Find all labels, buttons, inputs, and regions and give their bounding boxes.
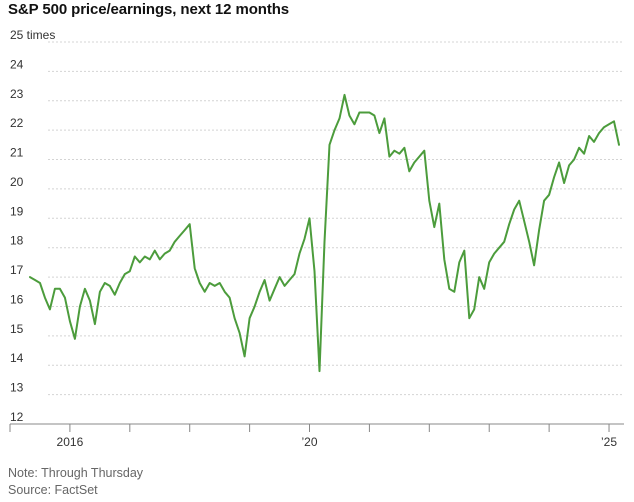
x-tick-label: ’20 — [302, 435, 318, 449]
x-axis-labels: 2016 ’20 ’25 — [57, 435, 618, 449]
chart-source: Source: FactSet — [8, 483, 98, 497]
y-tick-label: 21 — [10, 146, 24, 160]
y-tick-label: 17 — [10, 263, 24, 277]
y-tick-label: 16 — [10, 292, 24, 306]
y-tick-label: 22 — [10, 116, 24, 130]
chart-note: Note: Through Thursday — [8, 466, 144, 480]
series-layer — [29, 93, 620, 373]
y-tick-label: 25 times — [10, 28, 55, 42]
y-tick-label: 14 — [10, 351, 24, 365]
y-tick-label: 13 — [10, 381, 24, 395]
grid-lines — [10, 41, 624, 425]
x-axis-ticks — [9, 424, 610, 432]
x-tick-label: 2016 — [57, 435, 84, 449]
y-tick-label: 12 — [10, 410, 24, 424]
y-tick-label: 23 — [10, 87, 24, 101]
y-axis-labels: 12 13 14 15 16 17 18 19 20 21 22 23 24 25 times — [10, 28, 55, 424]
chart-title: S&P 500 price/earnings, next 12 months — [8, 1, 290, 18]
x-tick-label: ’25 — [601, 435, 617, 449]
pe-series-line — [29, 93, 620, 373]
y-tick-label: 19 — [10, 204, 24, 218]
y-tick-label: 15 — [10, 322, 24, 336]
y-tick-label: 18 — [10, 234, 24, 248]
y-tick-label: 20 — [10, 175, 24, 189]
y-tick-label: 24 — [10, 57, 24, 71]
